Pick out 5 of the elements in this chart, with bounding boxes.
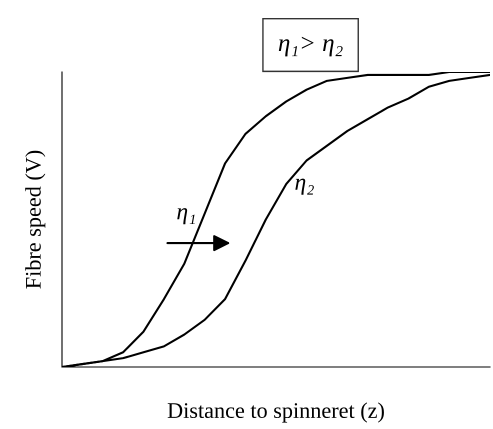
y-axis-title: Fibre speed (V) — [25, 150, 46, 289]
series-label: η₁ — [177, 208, 195, 224]
chart-title: η₁> η₂ — [278, 36, 343, 56]
series-label: η₂ — [295, 178, 314, 195]
x-axis-title: Distance to spinneret (z) — [168, 402, 384, 423]
